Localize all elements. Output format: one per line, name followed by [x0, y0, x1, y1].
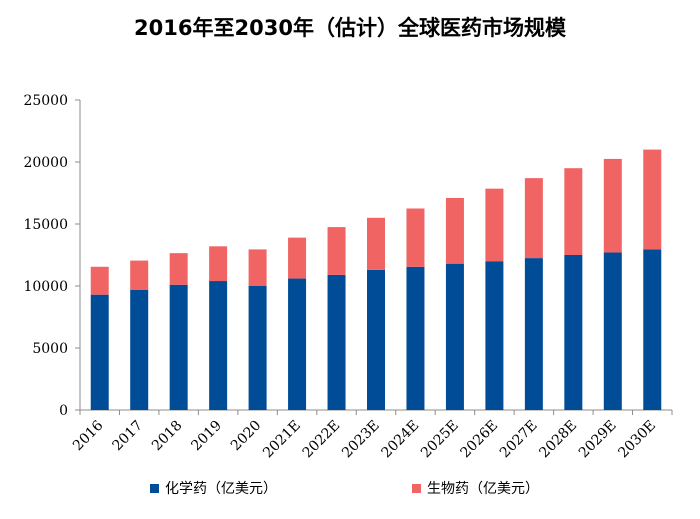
chart-title: 2016年至2030年（估计）全球医药市场规模: [134, 16, 566, 40]
bar-biologic-2030E: [643, 149, 662, 250]
bar-biologic-2026E: [485, 188, 504, 262]
y-tick-label: 15000: [23, 217, 68, 233]
y-tick-label: 20000: [23, 155, 68, 171]
x-tick-label: 2029E: [576, 418, 620, 462]
bar-biologic-2022E: [327, 227, 346, 275]
bar-biologic-2029E: [603, 158, 622, 253]
bar-chemical-2027E: [524, 258, 543, 410]
legend-swatch-biologic: [412, 483, 421, 493]
x-tick-label: 2021E: [260, 418, 304, 462]
bar-chemical-2019: [209, 281, 228, 410]
bar-chemical-2030E: [643, 249, 662, 410]
bar-chemical-2025E: [445, 263, 464, 410]
bar-biologic-2023E: [367, 217, 385, 270]
bar-chemical-2016: [90, 294, 109, 410]
bar-chemical-2018: [169, 284, 188, 410]
x-tick-label: 2016: [70, 417, 107, 454]
bar-biologic-2025E: [445, 197, 464, 264]
legend-item-chemical: 化学药（亿美元）: [150, 478, 277, 498]
y-tick-label: 0: [59, 403, 68, 419]
bar-chemical-2021E: [288, 278, 307, 410]
legend-label-biologic: 生物药（亿美元）: [427, 481, 539, 497]
x-tick-label: 2024E: [379, 418, 423, 462]
x-tick-label: 2020: [228, 418, 265, 455]
bar-chemical-2024E: [406, 266, 425, 410]
bar-biologic-2018: [169, 253, 188, 285]
bar-biologic-2019: [209, 246, 228, 282]
bar-biologic-2027E: [524, 178, 543, 259]
x-tick-label: 2027E: [497, 418, 541, 462]
legend-item-biologic: 生物药（亿美元）: [412, 478, 539, 498]
bar-biologic-2024E: [406, 208, 425, 267]
legend-swatch-chemical: [150, 483, 159, 493]
bar-biologic-2020: [248, 249, 267, 286]
y-tick-labels: 0 5000 10000 15000 20000 25000: [23, 93, 68, 419]
x-tick-label: 2018: [149, 418, 186, 455]
bars: [90, 149, 662, 410]
bar-biologic-2028E: [564, 168, 583, 255]
legend: 化学药（亿美元） 生物药（亿美元）: [0, 478, 700, 502]
x-tick-label: 2025E: [418, 418, 462, 462]
bar-chemical-2026E: [485, 261, 504, 410]
x-tick-label: 2019: [188, 418, 225, 455]
y-tick-label: 5000: [32, 341, 68, 357]
legend-label-chemical: 化学药（亿美元）: [165, 481, 277, 497]
y-tick-label: 10000: [23, 279, 68, 295]
bar-chemical-2028E: [564, 255, 583, 410]
x-tick-label: 2022E: [300, 418, 344, 462]
bar-chemical-2023E: [367, 269, 385, 410]
bar-chemical-2020: [248, 286, 267, 410]
x-tick-label: 2026E: [457, 418, 501, 462]
bar-biologic-2021E: [288, 237, 307, 279]
bar-biologic-2016: [90, 266, 109, 295]
x-tick-label: 2028E: [536, 418, 580, 462]
bar-biologic-2017: [130, 260, 149, 290]
bar-chemical-2022E: [327, 274, 346, 410]
bar-chemical-2029E: [603, 252, 622, 410]
x-tick-labels: 2016 2017 2018 2019 20202021E2022E2023E2024E…: [70, 417, 659, 461]
y-tick-label: 25000: [23, 93, 68, 109]
x-tick-label: 2030E: [615, 418, 659, 462]
bar-chemical-2017: [130, 289, 149, 410]
x-tick-label: 2017: [110, 418, 147, 455]
x-tick-label: 2023E: [339, 418, 383, 462]
